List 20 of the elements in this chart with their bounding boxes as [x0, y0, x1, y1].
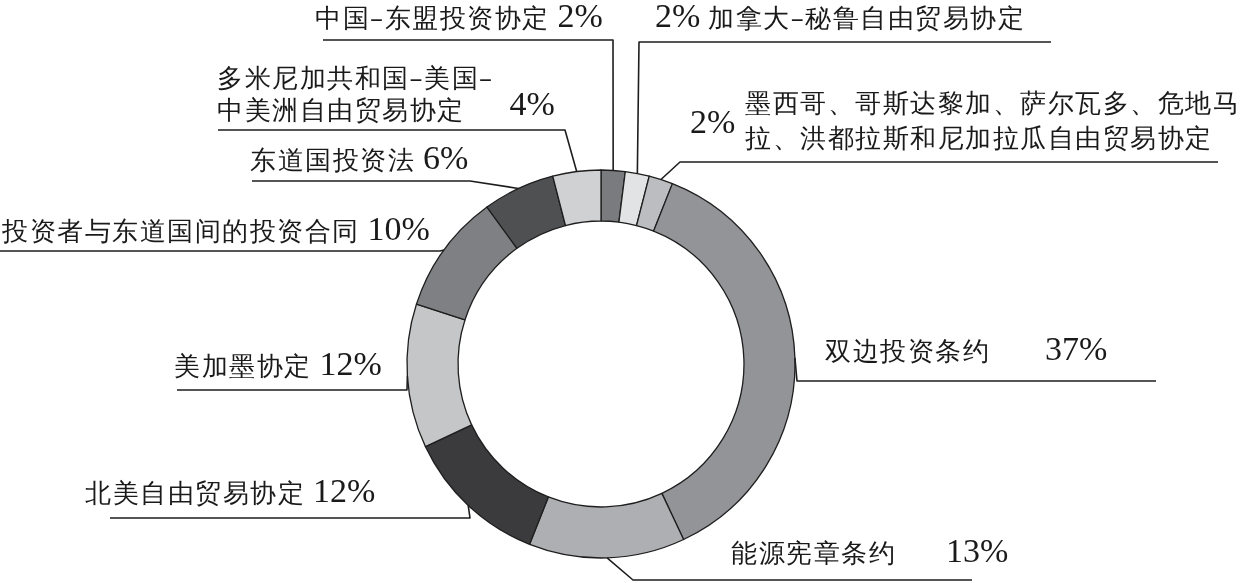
category-label: 加拿大–秘鲁自由贸易协定: [708, 3, 1026, 33]
value-label: 6%: [423, 139, 469, 176]
category-label: 投资者与东道国间的投资合同: [2, 216, 360, 246]
category-label: 美加墨协定: [174, 351, 312, 381]
category-label: 中国–东盟投资协定: [315, 3, 550, 33]
value-label: 12%: [313, 472, 376, 509]
value-label: 13%: [946, 532, 1009, 569]
value-label: 12%: [319, 345, 382, 382]
value-label: 2%: [690, 103, 736, 140]
category-label: 东道国投资法: [250, 145, 415, 175]
category-label: 北美自由贸易协定: [85, 478, 305, 508]
value-label: 4%: [509, 85, 555, 122]
category-label: 多米尼加共和国–美国–中美洲自由贸易协定: [217, 63, 494, 125]
value-label: 37%: [1045, 330, 1108, 367]
value-label: 2%: [557, 0, 603, 34]
category-label: 能源宪章条约: [731, 538, 896, 568]
value-label: 2%: [655, 0, 701, 34]
value-label: 10%: [367, 210, 430, 247]
category-label: 双边投资条约: [825, 336, 990, 366]
category-label: 墨西哥、哥斯达黎加、萨尔瓦多、危地马拉、洪都拉斯和尼加拉瓜自由贸易协定: [745, 88, 1241, 153]
